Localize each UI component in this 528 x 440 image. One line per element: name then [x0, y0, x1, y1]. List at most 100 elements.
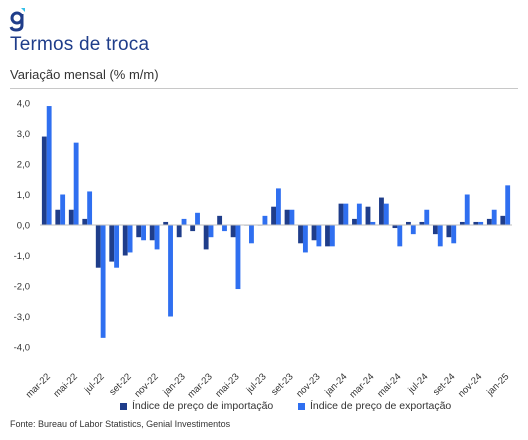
- bar-import: [298, 225, 303, 244]
- bar-import: [176, 225, 182, 238]
- bar-export: [262, 215, 268, 225]
- bar-export: [46, 106, 52, 225]
- x-tick-label: jan-24: [322, 371, 349, 398]
- legend-item-export: Índice de preço de exportação: [298, 400, 451, 412]
- y-tick-label: 1,0: [17, 190, 30, 201]
- x-tick-label: jan-25: [484, 371, 511, 398]
- bar-import: [122, 225, 128, 256]
- bar-export: [437, 225, 443, 247]
- bar-export: [141, 225, 146, 241]
- bar-import: [486, 218, 492, 225]
- y-tick-label: -1,0: [14, 251, 30, 262]
- bar-import: [284, 209, 290, 225]
- bar-export: [316, 225, 322, 247]
- bar-import: [419, 221, 425, 225]
- bar-export: [181, 218, 187, 225]
- bar-export: [168, 225, 173, 317]
- bar-import: [55, 209, 61, 225]
- bar-import: [163, 221, 169, 225]
- page-title: Termos de troca: [10, 34, 150, 55]
- legend-label-export: Índice de preço de exportação: [310, 400, 452, 412]
- bar-chart: 4,03,02,01,00,0-1,0-2,0-3,0-4,0mar-22mai…: [14, 99, 512, 400]
- bar-import: [406, 221, 411, 225]
- bar-export: [127, 225, 133, 253]
- bar-export: [60, 194, 66, 225]
- bar-import: [432, 225, 438, 235]
- bar-import: [109, 225, 115, 262]
- legend-swatch-import: [120, 402, 127, 410]
- bar-import: [230, 225, 236, 238]
- x-tick-label: mar-24: [347, 371, 376, 400]
- x-tick-label: mar-22: [24, 371, 53, 400]
- bar-import: [500, 215, 506, 225]
- bar-import: [311, 225, 317, 241]
- bar-import: [392, 225, 398, 229]
- bar-import: [136, 225, 142, 238]
- bar-import: [459, 221, 465, 225]
- chart-subtitle: Variação mensal (% m/m): [10, 67, 159, 82]
- bar-export: [464, 194, 470, 225]
- legend-swatch-export: [298, 402, 305, 410]
- bar-import: [68, 209, 74, 225]
- x-tick-label: mai-24: [375, 371, 403, 399]
- bar-import: [149, 225, 155, 241]
- y-tick-label: -4,0: [14, 343, 30, 354]
- bar-export: [154, 225, 160, 250]
- bar-export: [87, 191, 93, 225]
- x-tick-label: set-22: [107, 371, 133, 397]
- bar-import: [473, 221, 479, 225]
- bar-export: [100, 225, 106, 338]
- x-tick-label: set-24: [431, 371, 457, 397]
- bar-import: [338, 203, 344, 225]
- chart-legend: Índice de preço de importação Índice de …: [120, 400, 520, 414]
- bar-export: [397, 225, 403, 247]
- bar-export: [451, 225, 457, 244]
- x-tick-label: nov-24: [456, 371, 484, 399]
- legend-label-import: Índice de preço de importação: [132, 400, 274, 412]
- bar-import: [203, 225, 209, 250]
- bar-export: [491, 209, 497, 225]
- bar-export: [424, 209, 430, 225]
- bar-export: [505, 185, 511, 225]
- genial-g-logo-icon: [9, 8, 25, 32]
- bar-export: [478, 221, 484, 225]
- x-tick-label: jul-23: [244, 371, 269, 396]
- x-tick-label: jul-24: [406, 371, 431, 396]
- y-tick-label: 4,0: [17, 99, 30, 110]
- bar-export: [222, 225, 227, 232]
- source-note: Fonte: Bureau of Labor Statistics, Genia…: [10, 419, 231, 429]
- bar-import: [82, 218, 88, 225]
- y-tick-label: -2,0: [14, 282, 30, 293]
- bar-export: [73, 142, 79, 225]
- bar-export: [208, 225, 214, 238]
- x-tick-label: jul-22: [82, 371, 107, 396]
- bar-import: [190, 225, 196, 232]
- bar-export: [329, 225, 335, 247]
- bar-import: [271, 206, 276, 225]
- x-tick-label: set-23: [269, 371, 295, 397]
- x-tick-label: jan-23: [161, 371, 188, 398]
- bar-export: [276, 188, 281, 225]
- x-tick-label: nov-22: [132, 371, 160, 399]
- bar-import: [446, 225, 452, 238]
- bar-export: [114, 225, 120, 268]
- bar-export: [235, 225, 241, 290]
- y-tick-label: 0,0: [17, 221, 30, 232]
- bar-import: [95, 225, 101, 268]
- bar-export: [249, 225, 254, 244]
- bar-export: [356, 203, 362, 225]
- bar-export: [343, 203, 349, 225]
- title-divider: [10, 88, 518, 89]
- x-tick-label: mar-23: [186, 371, 215, 400]
- legend-item-import: Índice de preço de importação: [120, 400, 273, 412]
- bar-import: [379, 197, 384, 225]
- bar-import: [217, 215, 223, 225]
- x-tick-label: mai-22: [52, 371, 80, 399]
- x-tick-label: mai-23: [213, 371, 241, 399]
- y-tick-label: -3,0: [14, 312, 30, 323]
- bar-import: [325, 225, 330, 247]
- bar-export: [370, 221, 376, 225]
- bar-export: [302, 225, 308, 253]
- bar-export: [410, 225, 416, 235]
- bar-export: [289, 209, 295, 225]
